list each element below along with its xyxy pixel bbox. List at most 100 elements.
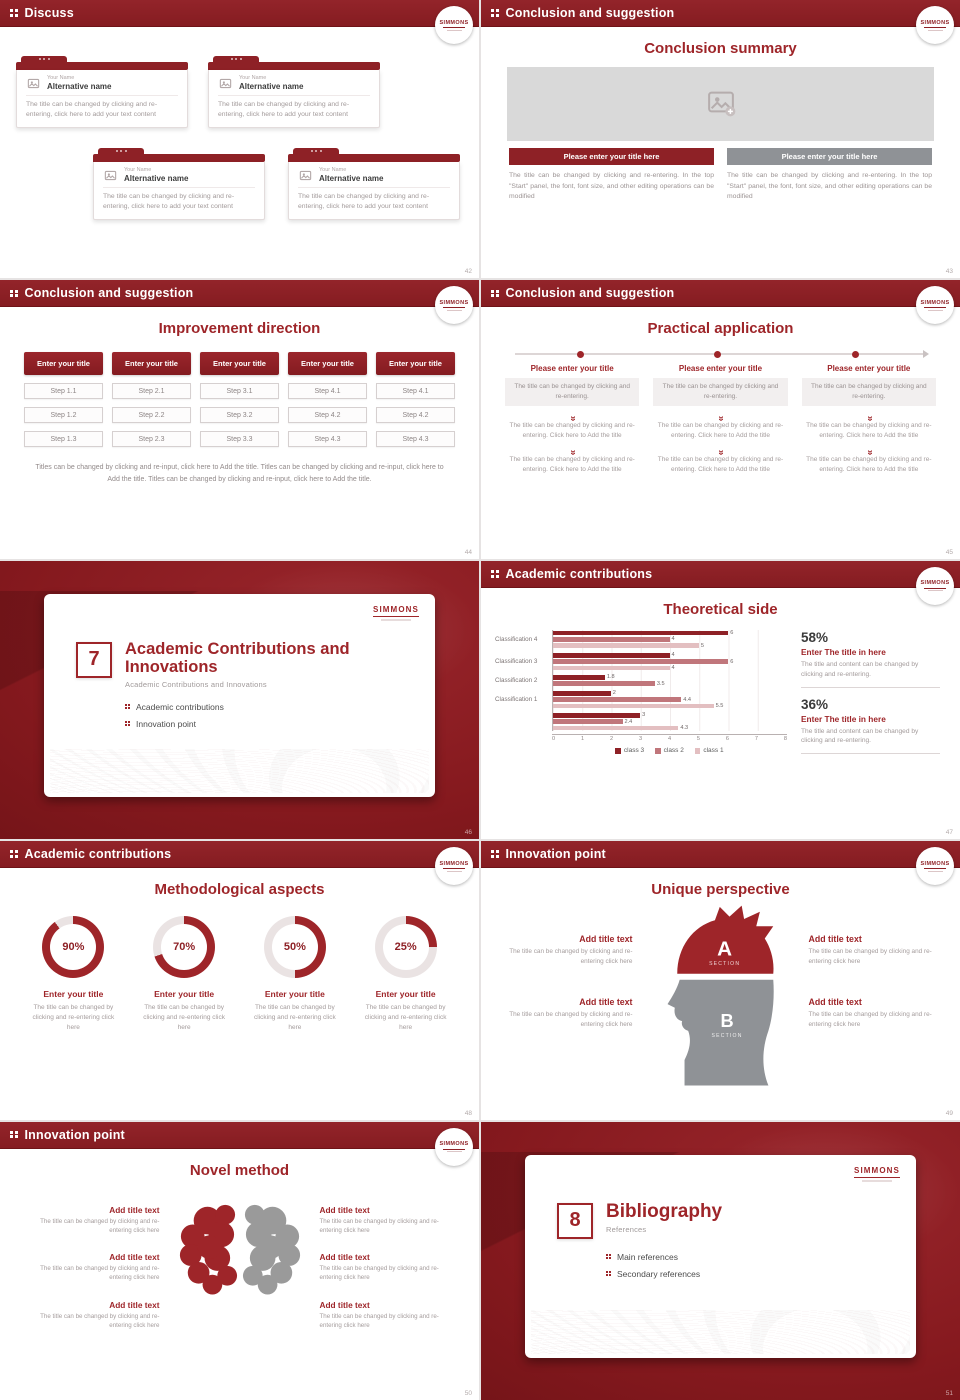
column-title-button[interactable]: Enter your title	[200, 352, 279, 376]
folder-bar	[93, 154, 265, 162]
bar	[552, 719, 623, 725]
slide-improvement-direction[interactable]: Conclusion and suggestion SIMMONS Improv…	[0, 280, 479, 559]
column-item-text: The title can be changed by clicking and…	[657, 456, 784, 474]
bar-value-label: 3	[642, 712, 646, 719]
page-number: 46	[464, 829, 472, 837]
bar	[552, 674, 605, 680]
grid-dots-icon	[10, 1130, 18, 1139]
axis-tick-label: 8	[783, 736, 787, 743]
slide-theoretical-side[interactable]: Academic contributions SIMMONS Theoretic…	[481, 560, 960, 840]
folder-card[interactable]: Your Name Alternative name The title can …	[208, 56, 380, 129]
double-chevron-down-icon: »	[863, 450, 875, 455]
slide-section-bibliography[interactable]: SIMMONS 8 Bibliography References Main r…	[481, 1121, 960, 1400]
bar	[552, 665, 670, 671]
page-number: 49	[945, 1109, 953, 1117]
step-box: Step 3.1	[200, 383, 279, 400]
column-box-text: The title can be changed by clicking and…	[505, 378, 640, 406]
column-item-text: The title can be changed by clicking and…	[806, 421, 932, 439]
section-bullet[interactable]: Secondary references	[606, 1269, 916, 1279]
section-card: SIMMONS 8 Bibliography References Main r…	[525, 1154, 916, 1358]
step-box: Step 4.3	[376, 431, 455, 448]
folder-card[interactable]: Your Name Alternative name The title can …	[93, 148, 265, 221]
folder-bar	[208, 62, 380, 70]
bar	[552, 703, 714, 709]
section-bullet[interactable]: Innovation point	[125, 719, 435, 729]
brain-graphic-svg	[179, 1204, 300, 1295]
axis-tick-label: 7	[754, 736, 759, 743]
page-number: 48	[464, 1109, 472, 1117]
grid-dots-icon	[606, 1271, 611, 1277]
item-text: The title can be changed by clicking and…	[319, 1217, 439, 1234]
bar-value-label: 4	[671, 664, 675, 671]
folder-card[interactable]: Your Name Alternative name The title can …	[288, 148, 460, 221]
grid-dots-icon	[10, 9, 18, 17]
head-silhouette-svg: A SECTION B SECTION	[667, 905, 774, 1086]
timeline-arrow-icon	[923, 349, 929, 358]
section-bullet[interactable]: Academic contributions	[125, 702, 435, 712]
item-text: The title can be changed by clicking and…	[40, 1265, 160, 1282]
timeline-dot	[576, 350, 584, 358]
slide-header-title: Conclusion and suggestion	[24, 286, 194, 301]
bar	[552, 725, 679, 731]
bullet-label: Innovation point	[136, 718, 197, 729]
text-item: Add title text The title can be changed …	[809, 997, 945, 1030]
bar	[552, 636, 670, 642]
step-box: Step 3.3	[200, 431, 279, 448]
item-title: Add title text	[319, 1252, 370, 1263]
folder-bar	[16, 62, 188, 70]
step-box: Step 4.1	[288, 383, 367, 400]
page-number: 50	[464, 1389, 472, 1397]
bar-chart: Classification 4 6 4 5 Classification 3 4 6 4 Cl…	[495, 626, 787, 764]
bar-category-label: Classification 2	[495, 677, 538, 685]
picture-icon	[103, 168, 118, 183]
slide-novel-method[interactable]: Innovation point SIMMONS Novel method Ad…	[0, 1121, 479, 1400]
title-button[interactable]: Please enter your title here	[727, 148, 932, 165]
slide-header-title: Discuss	[24, 6, 74, 20]
title-button[interactable]: Please enter your title here	[509, 148, 714, 165]
folder-card[interactable]: Your Name Alternative name The title can …	[16, 56, 188, 129]
slide-header: Academic contributions	[481, 560, 960, 588]
column-item-text: The title can be changed by clicking and…	[509, 421, 635, 439]
name-label: Your Name	[239, 75, 267, 81]
axis-tick-label: 6	[725, 736, 730, 743]
page-title: Improvement direction	[158, 320, 321, 338]
text-item: Add title text The title can be changed …	[320, 1300, 462, 1331]
simmons-badge: SIMMONS	[435, 847, 473, 886]
slide-discuss[interactable]: Discuss SIMMONS Your Name Alternative nam…	[0, 0, 479, 279]
simmons-badge: SIMMONS	[916, 566, 954, 605]
page-number: 51	[945, 1389, 953, 1397]
simmons-badge-text: SIMMONS	[439, 860, 469, 867]
grid-dots-icon	[491, 289, 499, 298]
slide-unique-perspective[interactable]: Innovation point SIMMONS Unique perspect…	[481, 841, 960, 1120]
folder-tab	[98, 148, 144, 154]
slide-section-academic-contributions[interactable]: SIMMONS 7 Academic Contributions and Inn…	[0, 560, 479, 840]
donut-text: The title can be changed by clicking and…	[254, 1004, 336, 1032]
slide-practical-application[interactable]: Conclusion and suggestion SIMMONS Practi…	[481, 280, 960, 559]
slide-conclusion-summary[interactable]: Conclusion and suggestion SIMMONS Conclu…	[481, 0, 960, 279]
simmons-badge: SIMMONS	[916, 286, 954, 325]
section-bullet[interactable]: Main references	[606, 1252, 916, 1262]
step-box: Step 2.1	[112, 383, 191, 400]
step-box: Step 4.2	[288, 407, 367, 424]
slide-methodological-aspects[interactable]: Academic contributions SIMMONS Methodolo…	[0, 841, 479, 1120]
column-title-button[interactable]: Enter your title	[24, 352, 103, 376]
picture-icon	[218, 76, 233, 91]
text-item: Add title text The title can be changed …	[320, 1205, 462, 1236]
grid-dots-icon	[125, 704, 130, 710]
simmons-logo-text: SIMMONS	[373, 604, 419, 614]
text-item: Add title text The title can be changed …	[18, 1299, 160, 1331]
slide-header: Discuss	[0, 0, 479, 27]
section-a-letter: A	[717, 938, 732, 961]
simmons-logo: SIMMONS	[854, 1166, 900, 1182]
bar-value-label: 4	[671, 636, 675, 643]
donut-title: Enter your title	[375, 989, 436, 1000]
column-title: Please enter your title	[678, 364, 763, 374]
column-title-button[interactable]: Enter your title	[288, 352, 367, 376]
item-title: Add title text	[109, 1299, 160, 1310]
bar-group: Classification 1 2 4.4 5.5	[495, 690, 787, 709]
page-title: Novel method	[189, 1161, 290, 1179]
image-placeholder[interactable]	[507, 67, 934, 141]
legend-item: class 1	[694, 747, 724, 754]
column-title-button[interactable]: Enter your title	[376, 352, 455, 376]
column-title-button[interactable]: Enter your title	[112, 352, 191, 376]
